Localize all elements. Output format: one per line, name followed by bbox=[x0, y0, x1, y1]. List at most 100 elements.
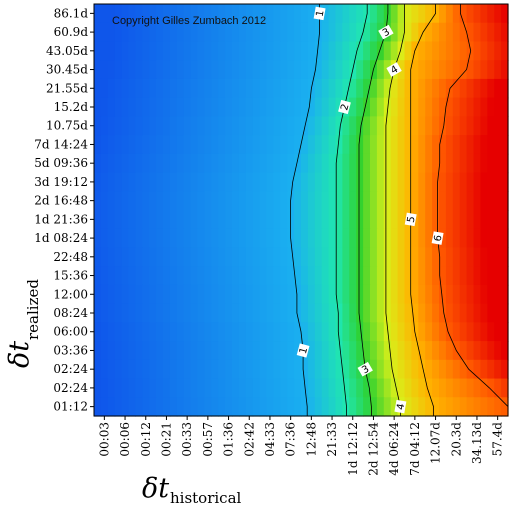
heatmap-cell bbox=[121, 397, 130, 417]
heatmap-cell bbox=[418, 397, 426, 417]
heatmap-cell bbox=[321, 397, 330, 417]
heatmap-cell bbox=[163, 116, 171, 136]
heatmap-cell bbox=[439, 41, 447, 61]
heatmap-cell bbox=[211, 210, 219, 230]
heatmap-cell bbox=[473, 41, 481, 61]
heatmap-cell bbox=[494, 341, 502, 361]
heatmap-cell bbox=[466, 322, 475, 342]
heatmap-cell bbox=[149, 172, 157, 192]
heatmap-cell bbox=[397, 284, 406, 305]
heatmap-cell bbox=[480, 378, 488, 398]
heatmap-cell bbox=[501, 191, 509, 211]
heatmap-cell bbox=[314, 210, 323, 230]
heatmap-cell bbox=[107, 97, 116, 117]
heatmap-cell bbox=[432, 247, 440, 267]
heatmap-cell bbox=[238, 78, 247, 99]
contour-label-1: 1 bbox=[296, 343, 310, 358]
heatmap-cell bbox=[473, 266, 481, 286]
heatmap-cell bbox=[314, 322, 323, 342]
heatmap-cell bbox=[466, 78, 475, 99]
heatmap-cell bbox=[107, 359, 116, 380]
heatmap-cell bbox=[349, 359, 357, 380]
heatmap-cell bbox=[211, 191, 219, 211]
heatmap-cell bbox=[169, 247, 178, 267]
heatmap-cell bbox=[107, 172, 116, 192]
contour-line-2 bbox=[335, 4, 368, 416]
heatmap-cell bbox=[121, 210, 130, 230]
heatmap-cell bbox=[418, 191, 426, 211]
heatmap-cell bbox=[356, 397, 364, 417]
heatmap-cell bbox=[176, 359, 185, 380]
heatmap-cell bbox=[252, 266, 261, 286]
heatmap-cell bbox=[376, 322, 385, 342]
heatmap-cell bbox=[356, 284, 364, 305]
heatmap-cell bbox=[197, 266, 205, 286]
heatmap-cell bbox=[94, 303, 102, 323]
heatmap-cell bbox=[363, 228, 371, 249]
heatmap-cell bbox=[411, 116, 419, 136]
heatmap-cell bbox=[376, 172, 385, 192]
y-tick-label: 30.45d bbox=[46, 63, 88, 77]
heatmap-cell bbox=[494, 228, 502, 249]
heatmap-cell bbox=[452, 378, 461, 398]
heatmap-cell bbox=[445, 266, 454, 286]
heatmap-cell bbox=[135, 397, 143, 417]
heatmap-cell bbox=[445, 228, 454, 249]
heatmap-cell bbox=[163, 153, 171, 174]
heatmap-cell bbox=[218, 359, 226, 380]
heatmap-cell bbox=[494, 284, 502, 305]
y-tick-label: 15.2d bbox=[54, 100, 89, 114]
heatmap-cell bbox=[349, 78, 357, 99]
x-tick-label: 2d 12:54 bbox=[366, 422, 380, 476]
heatmap-cell bbox=[376, 97, 385, 117]
heatmap-cell bbox=[459, 266, 468, 286]
heatmap-cell bbox=[356, 60, 364, 80]
heatmap-cell bbox=[252, 322, 261, 342]
heatmap-cell bbox=[204, 378, 212, 398]
heatmap-cell bbox=[128, 172, 136, 192]
heatmap-cell bbox=[232, 116, 240, 136]
heatmap-cell bbox=[397, 322, 406, 342]
heatmap-cell bbox=[183, 4, 192, 24]
heatmap-cell bbox=[383, 284, 392, 305]
heatmap-cell bbox=[273, 4, 281, 24]
heatmap-cell bbox=[294, 135, 302, 155]
heatmap-cell bbox=[169, 228, 178, 249]
heatmap-cell bbox=[452, 359, 461, 380]
heatmap-cell bbox=[135, 22, 143, 43]
heatmap-cell bbox=[321, 191, 330, 211]
heatmap-cell bbox=[501, 41, 509, 61]
heatmap-cell bbox=[418, 210, 426, 230]
x-tick-label: 4d 06:24 bbox=[387, 422, 401, 476]
heatmap-cell bbox=[232, 322, 240, 342]
heatmap-cell bbox=[218, 210, 226, 230]
heatmap-cell bbox=[100, 172, 109, 192]
heatmap-cell bbox=[135, 153, 143, 174]
heatmap-cell bbox=[156, 191, 164, 211]
heatmap-cell bbox=[466, 266, 475, 286]
heatmap-cell bbox=[383, 191, 392, 211]
heatmap-cell bbox=[349, 266, 357, 286]
heatmap-cell bbox=[266, 78, 274, 99]
heatmap-cell bbox=[487, 378, 495, 398]
heatmap-cell bbox=[280, 78, 288, 99]
heatmap-cell bbox=[135, 210, 143, 230]
heatmap-cell bbox=[466, 303, 475, 323]
x-tick-label: 07:36 bbox=[284, 422, 298, 457]
y-axis-label-main: δt bbox=[4, 341, 35, 368]
heatmap-cell bbox=[149, 266, 157, 286]
heatmap-cell bbox=[114, 228, 123, 249]
heatmap-cell bbox=[501, 116, 509, 136]
heatmap-cell bbox=[404, 228, 412, 249]
heatmap-cell bbox=[404, 153, 412, 174]
heatmap-cell bbox=[335, 22, 343, 43]
heatmap-cell bbox=[370, 303, 378, 323]
contour-label-text: 6 bbox=[433, 234, 445, 242]
heatmap-cell bbox=[473, 322, 481, 342]
heatmap-cell bbox=[328, 359, 337, 380]
heatmap-cell bbox=[452, 116, 461, 136]
heatmap-cell bbox=[197, 378, 205, 398]
heatmap-cell bbox=[225, 397, 233, 417]
heatmap-cell bbox=[294, 41, 302, 61]
heatmap-cell bbox=[169, 303, 178, 323]
